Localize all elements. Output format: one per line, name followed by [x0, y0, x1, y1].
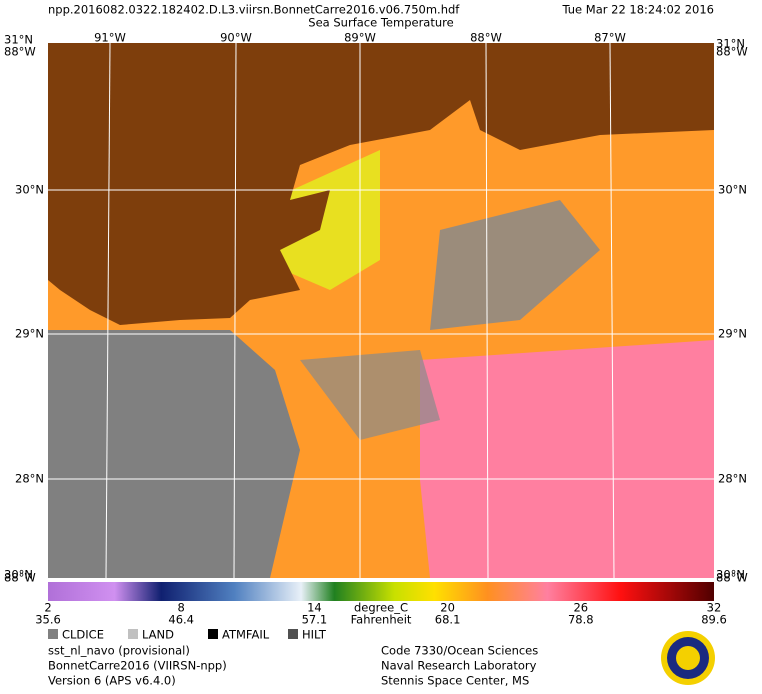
corner-lat: 30°N: [716, 568, 745, 582]
fahrenheit-tick: 35.6: [35, 613, 61, 627]
celsius-tick: 26: [573, 601, 588, 615]
cloud: [300, 350, 440, 440]
lon-label: 88°W: [470, 31, 502, 45]
graticule: [48, 42, 714, 579]
lon-label: 87°W: [594, 31, 626, 45]
lat-label: 28°N: [718, 472, 747, 486]
legend-label: ATMFAIL: [222, 628, 270, 642]
footer-left: BonnetCarre2016 (VIIRSN-npp): [48, 659, 227, 673]
legend-label: CLDICE: [62, 628, 104, 642]
legend-swatch: [128, 629, 138, 639]
fahrenheit-tick: 46.4: [168, 613, 194, 627]
fahrenheit-tick: 89.6: [701, 613, 727, 627]
lat-label: 30°N: [15, 183, 44, 197]
fahrenheit-unit: Fahrenheit: [351, 613, 412, 627]
lon-label: 89°W: [344, 31, 376, 45]
timestamp: Tue Mar 22 18:24:02 2016: [561, 3, 714, 17]
corner-lat: 31°N: [4, 33, 33, 47]
fahrenheit-tick: 78.8: [568, 613, 594, 627]
emblem: [661, 631, 715, 685]
legend-label: LAND: [142, 628, 174, 642]
legend-swatch: [288, 629, 298, 639]
lon-label: 91°W: [94, 31, 126, 45]
lat-label: 29°N: [15, 327, 44, 341]
map-title: Sea Surface Temperature: [308, 16, 453, 30]
warm-water: [420, 340, 714, 578]
corner-lon: 88°W: [716, 45, 748, 59]
corner-lat: 31°N: [716, 37, 745, 51]
celsius-tick: 32: [707, 601, 722, 615]
corner-lon: 88°W: [4, 45, 36, 59]
celsius-tick: 8: [178, 601, 185, 615]
celsius-unit: degree_C: [354, 601, 408, 615]
legend-swatch: [208, 629, 218, 639]
celsius-tick: 14: [307, 601, 322, 615]
celsius-tick: 2: [44, 601, 51, 615]
legend-swatch: [48, 629, 58, 639]
colorbar: [48, 582, 714, 601]
land: [48, 43, 714, 325]
corner-lon: 88°W: [716, 571, 748, 585]
footer-left: Version 6 (APS v6.4.0): [48, 674, 176, 688]
footer-right: Naval Research Laboratory: [381, 659, 537, 673]
filename: npp.2016082.0322.182402.D.L3.viirsn.Bonn…: [48, 3, 460, 17]
lat-label: 30°N: [718, 183, 747, 197]
corner-lon: 88°W: [4, 571, 36, 585]
corner-lat: 30°N: [4, 568, 33, 582]
cloud: [48, 330, 300, 578]
fahrenheit-tick: 57.1: [302, 613, 328, 627]
lon-label: 90°W: [220, 31, 252, 45]
footer-left: sst_nl_navo (provisional): [48, 644, 190, 658]
fahrenheit-tick: 68.1: [435, 613, 461, 627]
footer-right: Code 7330/Ocean Sciences: [381, 644, 538, 658]
legend-label: HILT: [302, 628, 327, 642]
map: [48, 42, 714, 579]
footer-right: Stennis Space Center, MS: [381, 674, 529, 688]
cloud: [430, 200, 600, 330]
lat-label: 29°N: [718, 327, 747, 341]
lat-label: 28°N: [15, 472, 44, 486]
celsius-tick: 20: [440, 601, 455, 615]
